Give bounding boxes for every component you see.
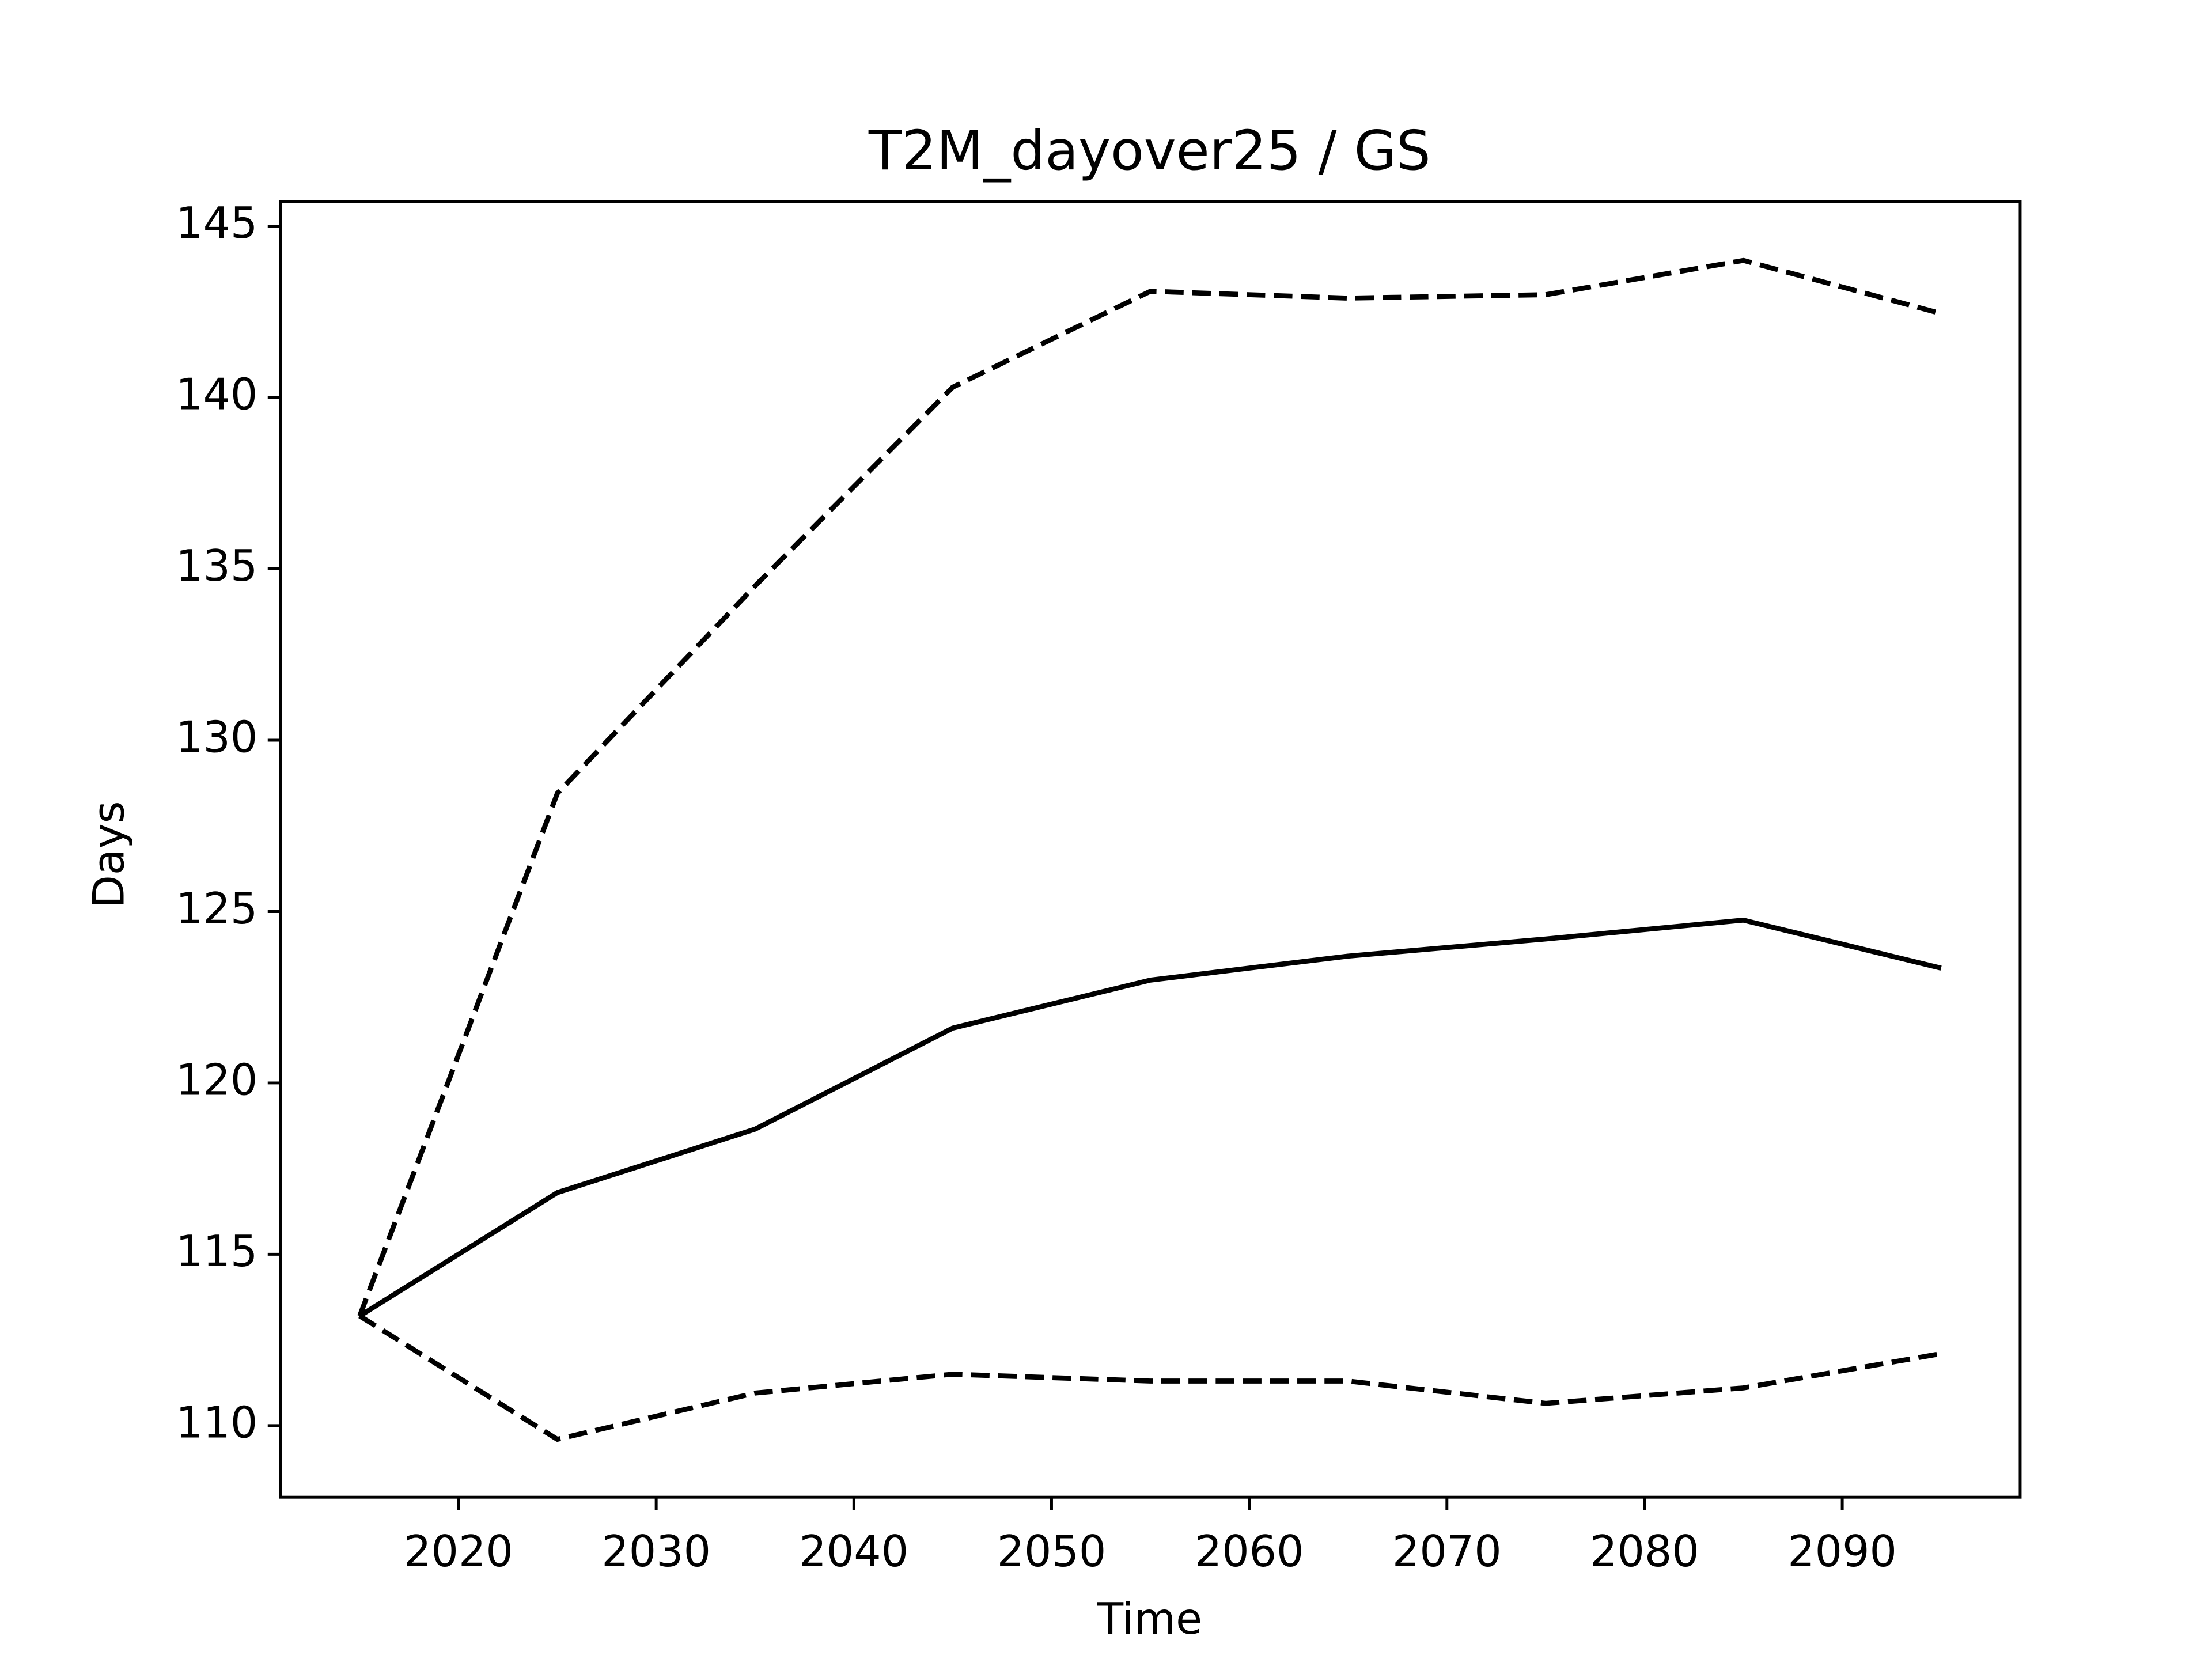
y-tick-label: 140: [176, 370, 257, 420]
y-tick-label: 125: [176, 884, 257, 934]
x-tick-label: 2070: [1392, 1527, 1502, 1577]
y-tick-label: 110: [176, 1397, 257, 1448]
x-tick-label: 2030: [601, 1527, 711, 1577]
data-line: [357, 257, 1942, 1317]
x-tick-label: 2050: [997, 1527, 1107, 1577]
y-tick-label: 130: [176, 713, 257, 763]
y-tick-label: 135: [176, 541, 257, 591]
x-tick-label: 2020: [404, 1527, 513, 1577]
y-tick-label: 145: [176, 198, 257, 248]
plot-frame: [279, 200, 2022, 1499]
y-tick-label: 120: [176, 1055, 257, 1105]
data-line: [358, 1313, 1942, 1442]
chart-title: T2M_dayover25 / GS: [868, 119, 1431, 183]
data-line: [358, 917, 1942, 1319]
x-axis-label: Time: [1097, 1594, 1202, 1644]
y-axis-label: Days: [84, 801, 134, 908]
x-tick-label: 2040: [799, 1527, 908, 1577]
x-tick-label: 2080: [1590, 1527, 1699, 1577]
x-tick-label: 2060: [1195, 1527, 1304, 1577]
y-tick-label: 115: [176, 1226, 257, 1277]
x-tick-label: 2090: [1787, 1527, 1897, 1577]
